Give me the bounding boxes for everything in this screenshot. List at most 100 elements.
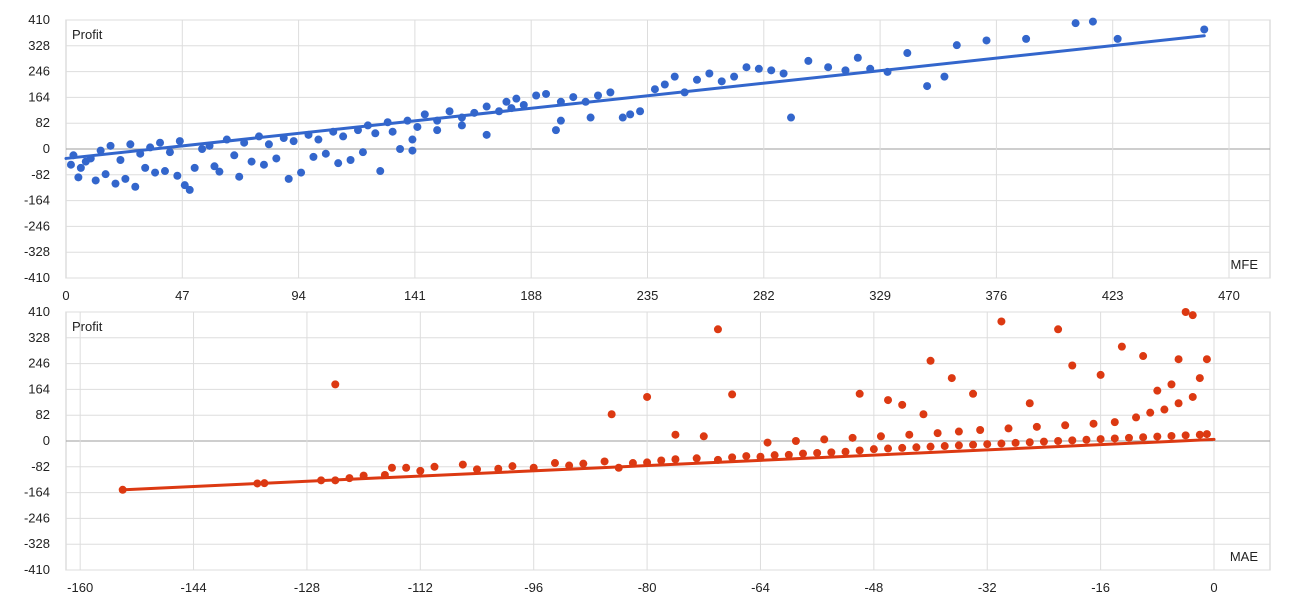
x-tick-label: -64 xyxy=(751,580,770,595)
y-tick-label: -246 xyxy=(24,510,50,525)
data-point xyxy=(742,63,751,72)
y-tick-label: -328 xyxy=(24,244,50,259)
data-point xyxy=(1195,430,1204,439)
x-tick-label: -112 xyxy=(408,580,433,595)
data-point xyxy=(126,140,135,149)
data-point xyxy=(692,454,701,463)
data-point xyxy=(416,466,425,475)
data-point xyxy=(433,126,442,135)
x-tick-label: -144 xyxy=(181,580,207,595)
data-point xyxy=(798,449,807,458)
data-point xyxy=(969,440,978,449)
data-point xyxy=(1117,342,1126,351)
x-tick-label: -80 xyxy=(638,580,657,595)
data-point xyxy=(445,107,454,116)
data-point xyxy=(131,182,140,191)
data-point xyxy=(321,149,330,158)
data-point xyxy=(671,455,680,464)
data-point xyxy=(919,410,928,419)
data-point xyxy=(841,447,850,456)
data-point xyxy=(756,452,765,461)
data-point xyxy=(855,389,864,398)
y-tick-label: -410 xyxy=(24,270,50,285)
data-point xyxy=(671,430,680,439)
y-tick-label: 246 xyxy=(28,64,50,79)
data-point xyxy=(1167,431,1176,440)
data-point xyxy=(1088,17,1097,26)
data-point xyxy=(376,167,385,176)
data-point xyxy=(784,450,793,459)
data-point xyxy=(923,82,932,91)
data-point xyxy=(1200,25,1209,34)
data-point xyxy=(779,69,788,78)
data-point xyxy=(876,432,885,441)
trendline xyxy=(64,34,1206,160)
data-point xyxy=(210,162,219,171)
data-point xyxy=(763,438,772,447)
data-point xyxy=(1139,352,1148,361)
data-point xyxy=(626,110,635,119)
data-point xyxy=(494,464,503,473)
data-point xyxy=(618,113,627,122)
y-tick-label: 410 xyxy=(28,304,50,319)
data-point xyxy=(643,392,652,401)
data-point xyxy=(160,167,169,176)
x-tick-label: 0 xyxy=(62,288,69,303)
data-point xyxy=(1202,355,1211,364)
data-point xyxy=(853,53,862,62)
data-point xyxy=(1061,421,1070,430)
data-point xyxy=(650,85,659,94)
x-tick-label: -160 xyxy=(67,580,93,595)
y-tick-label: -164 xyxy=(24,485,50,500)
mfe-scatter-chart: 410 328 246 164 82 0 -82 -164 -246 -328 -410 0 47 94 1… xyxy=(24,12,1271,303)
data-point xyxy=(1181,308,1190,316)
data-point xyxy=(606,88,615,97)
y-tick-label: -328 xyxy=(24,536,50,551)
data-point xyxy=(898,400,907,409)
data-point xyxy=(824,63,833,72)
data-point xyxy=(508,462,517,471)
data-point xyxy=(813,448,822,457)
data-point xyxy=(1113,34,1122,43)
data-point xyxy=(96,146,105,155)
y-tick-label: 0 xyxy=(43,141,50,156)
x-tick-label: 141 xyxy=(404,288,426,303)
x-tick-label: 47 xyxy=(175,288,189,303)
data-point xyxy=(976,425,985,434)
data-point xyxy=(1153,432,1162,441)
data-point xyxy=(657,456,666,465)
data-point xyxy=(827,448,836,457)
data-point xyxy=(1025,399,1034,408)
data-point xyxy=(556,116,565,125)
data-point xyxy=(1025,438,1034,447)
y-tick-label: 410 xyxy=(28,12,50,27)
data-point xyxy=(420,110,429,119)
data-point xyxy=(952,41,961,50)
data-point xyxy=(912,443,921,452)
y-axis-label: Profit xyxy=(72,319,103,334)
data-point xyxy=(346,156,355,165)
data-point xyxy=(1032,422,1041,431)
data-point xyxy=(1124,433,1133,442)
x-tick-label: 376 xyxy=(986,288,1008,303)
data-point xyxy=(600,457,609,466)
data-point xyxy=(742,452,751,461)
data-point xyxy=(314,135,323,144)
data-point xyxy=(1096,370,1105,379)
data-point xyxy=(111,179,120,188)
data-point xyxy=(408,135,417,144)
data-point xyxy=(289,137,298,146)
data-point xyxy=(396,145,405,153)
x-tick-label: 235 xyxy=(637,288,659,303)
data-point xyxy=(1174,399,1183,408)
data-point xyxy=(358,148,367,157)
x-tick-label: 470 xyxy=(1218,288,1240,303)
data-point xyxy=(1096,435,1105,444)
data-point xyxy=(804,56,813,65)
data-point xyxy=(1068,436,1077,445)
data-point xyxy=(371,129,380,138)
data-point xyxy=(1188,392,1197,401)
data-point xyxy=(579,459,588,468)
data-point xyxy=(594,91,603,100)
data-point xyxy=(770,451,779,460)
